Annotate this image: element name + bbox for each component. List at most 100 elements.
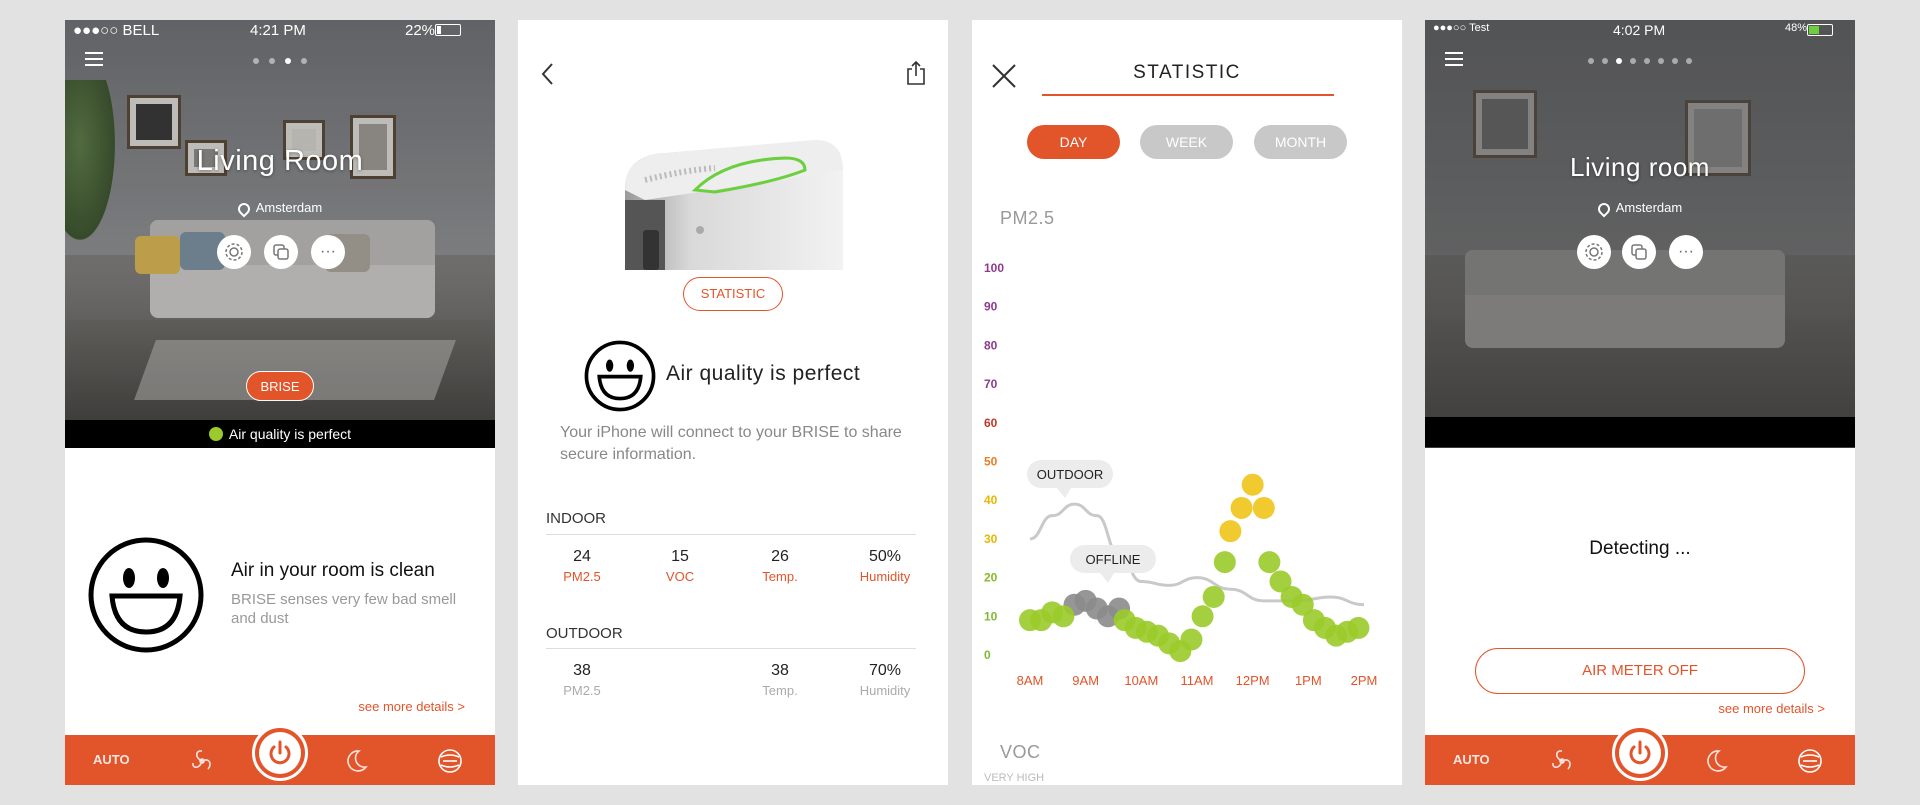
location: Amsterdam (1425, 200, 1855, 218)
menu-icon[interactable] (1445, 52, 1463, 70)
menu-icon[interactable] (85, 52, 103, 70)
y-tick-label: 0 (984, 648, 991, 662)
moon-icon[interactable] (1702, 747, 1730, 775)
indoor-title: INDOOR (546, 510, 606, 527)
back-icon[interactable] (540, 62, 554, 86)
offline-bubble-tail (1100, 573, 1114, 583)
more-button[interactable]: ··· (311, 235, 345, 269)
power-button[interactable] (252, 725, 308, 781)
tab-month[interactable]: MONTH (1254, 125, 1347, 159)
share-icon[interactable] (906, 60, 926, 86)
indoor-temp: 26 Temp. (762, 548, 798, 584)
indoor-pm25: 24 PM2.5 (563, 548, 601, 584)
power-button[interactable] (1612, 725, 1668, 781)
settings-button[interactable] (1577, 235, 1611, 269)
turbo-icon[interactable] (435, 747, 465, 775)
indoor-point (1291, 593, 1314, 616)
indoor-point (1202, 585, 1225, 608)
purifier-image (625, 140, 843, 270)
air-quality-bar (1425, 417, 1855, 447)
auto-mode-button[interactable]: AUTO (1453, 752, 1490, 767)
copy-icon (273, 244, 289, 260)
y-tick-label: 80 (984, 338, 998, 352)
x-tick-label: 11AM (1181, 673, 1214, 688)
see-more-details-link[interactable]: see more details > (1718, 701, 1825, 716)
high-point (1241, 473, 1264, 496)
battery-icon (1807, 24, 1834, 36)
high-point (1252, 496, 1275, 519)
statistic-button[interactable]: STATISTIC (683, 277, 783, 311)
copy-button[interactable] (1622, 235, 1656, 269)
page-indicator (65, 51, 495, 69)
outdoor-humidity: 70% Humidity (859, 662, 911, 698)
clock: 4:02 PM (1613, 22, 1666, 38)
air-meter-off-button[interactable]: AIR METER OFF (1475, 648, 1805, 694)
gear-icon (225, 243, 243, 261)
moon-icon[interactable] (342, 747, 370, 775)
indoor-point (1258, 551, 1281, 574)
indoor-voc: 15 VOC (665, 548, 695, 584)
pm25-chart: 0 10 20 30 40 50 60 70 80 90 100 8AM 9AM 10AM 11AM 12PM… (984, 261, 1377, 688)
x-tick-label: 10AM (1124, 673, 1158, 688)
home-screen: ●●●○○ BELL 4:21 PM 22% Living Room Amste… (65, 20, 495, 785)
carrier: ●●●○○ Test (1433, 22, 1490, 34)
power-icon (1629, 740, 1651, 765)
high-point (1230, 496, 1253, 519)
clock: 4:21 PM (250, 22, 306, 39)
status-bar: ●●●○○ BELL 4:21 PM 22% (65, 20, 495, 42)
detecting-screen: ●●●○○ Test 4:02 PM 48% Living room Amste… (1425, 20, 1855, 785)
offline-bubble (1070, 545, 1156, 573)
fan-icon[interactable] (1548, 747, 1576, 775)
tab-week[interactable]: WEEK (1140, 125, 1233, 159)
see-more-details-link[interactable]: see more details > (358, 699, 465, 714)
battery-icon (435, 24, 462, 36)
carrier: ●●●○○ BELL (73, 22, 160, 39)
clean-subtitle: BRISE senses very few bad smell and dust (231, 591, 457, 627)
more-button[interactable]: ··· (1669, 235, 1703, 269)
indoor-point (1269, 570, 1292, 593)
auto-mode-button[interactable]: AUTO (93, 752, 130, 767)
air-quality-bar: Air quality is perfect (65, 420, 495, 448)
indoor-humidity: 50% Humidity (859, 548, 911, 584)
x-tick-label: 8AM (1017, 673, 1044, 688)
indoor-point (1347, 616, 1370, 639)
indoor-point (1191, 605, 1214, 628)
y-tick-label: 50 (984, 455, 998, 469)
smiley-icon (584, 340, 656, 412)
chart-title: PM2.5 (1000, 208, 1055, 228)
settings-button[interactable] (217, 235, 251, 269)
outdoor-bubble (1027, 460, 1113, 488)
y-tick-label: 90 (984, 300, 998, 314)
outdoor-title: OUTDOOR (546, 625, 623, 642)
outdoor-pm25: 38 PM2.5 (563, 662, 601, 698)
connect-description: Your iPhone will connect to your BRISE t… (560, 424, 902, 463)
y-tick-label: 60 (984, 416, 998, 430)
battery-level: 48% (1785, 22, 1834, 36)
battery-level: 22% (405, 22, 462, 39)
close-icon[interactable] (990, 62, 1018, 90)
high-point (1219, 520, 1242, 543)
outdoor-bubble-tail (1057, 488, 1071, 498)
fan-icon[interactable] (188, 747, 216, 775)
gear-icon (1585, 243, 1603, 261)
pin-icon (235, 200, 253, 218)
status-dot (208, 426, 223, 441)
location: Amsterdam (65, 200, 495, 218)
page-title: STATISTIC (1133, 62, 1241, 83)
pin-icon (1595, 200, 1613, 218)
status-bar: ●●●○○ Test 4:02 PM 48% (1425, 20, 1855, 42)
room-photo (1425, 20, 1855, 448)
detecting-text: Detecting ... (1589, 538, 1691, 559)
bottom-nav: AUTO (65, 725, 495, 785)
bottom-nav: AUTO (1425, 725, 1855, 785)
turbo-icon[interactable] (1795, 747, 1825, 775)
power-icon (269, 740, 291, 765)
y-tick-label: 20 (984, 571, 998, 585)
statistic-screen: STATISTIC DAY WEEK MONTH PM2.5 0 10 20 30 40… (972, 20, 1402, 785)
tab-day[interactable]: DAY (1027, 125, 1120, 159)
x-tick-label: 9AM (1072, 673, 1099, 688)
outdoor-label: OUTDOOR (1037, 467, 1103, 482)
brise-button[interactable]: BRISE (246, 371, 314, 401)
copy-button[interactable] (264, 235, 298, 269)
indoor-point (1180, 628, 1203, 651)
